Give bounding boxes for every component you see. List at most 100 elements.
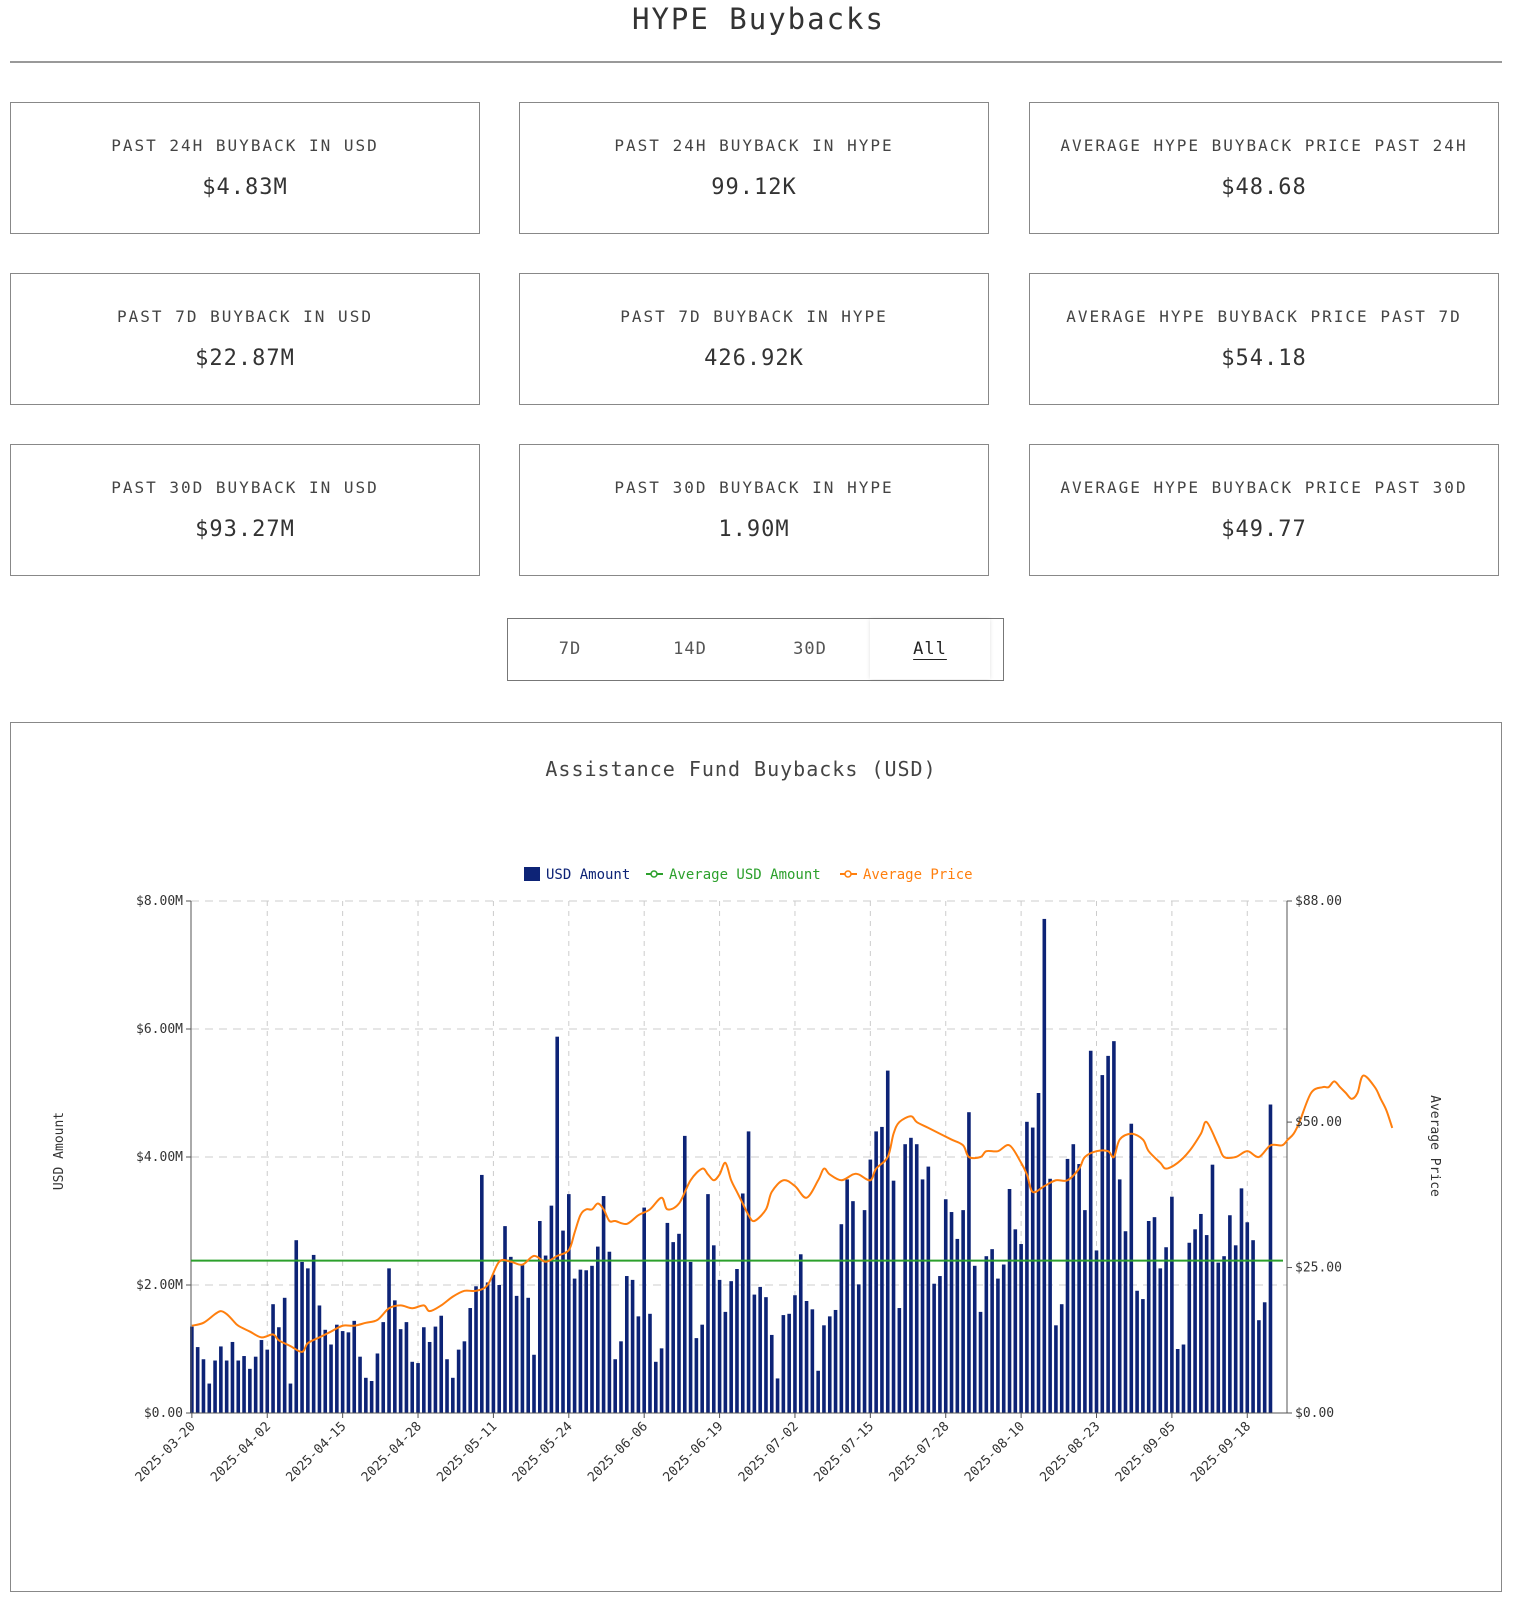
chart-title: Assistance Fund Buybacks (USD) <box>545 757 936 781</box>
usd-amount-bar <box>613 1359 617 1413</box>
usd-amount-bar <box>781 1315 786 1413</box>
stat-card: PAST 30D BUYBACK IN USD $93.27M <box>10 444 480 576</box>
usd-amount-bar <box>932 1283 936 1413</box>
usd-amount-bar <box>903 1144 907 1413</box>
usd-amount-bar <box>311 1254 316 1413</box>
usd-amount-bar <box>601 1196 606 1413</box>
usd-amount-bar <box>1175 1349 1180 1413</box>
usd-amount-bar <box>1030 1127 1035 1413</box>
stat-card: PAST 24H BUYBACK IN HYPE 99.12K <box>519 102 989 234</box>
range-tab-30d[interactable]: 30D <box>750 619 870 679</box>
page-title: HYPE Buybacks <box>632 2 885 36</box>
usd-amount-bar <box>1158 1268 1163 1413</box>
usd-amount-bar <box>845 1179 849 1413</box>
y-tick-label: $4.00M <box>136 1150 183 1165</box>
usd-amount-bar <box>1036 1093 1041 1413</box>
legend-marker-average-price <box>844 870 852 878</box>
usd-amount-bar <box>404 1322 409 1413</box>
usd-amount-bar <box>572 1278 577 1413</box>
usd-amount-bar <box>590 1265 594 1413</box>
usd-amount-bar <box>213 1360 217 1413</box>
usd-amount-bar <box>1129 1123 1134 1413</box>
usd-amount-bar <box>294 1240 299 1413</box>
usd-amount-bar <box>938 1276 942 1413</box>
stat-card: AVERAGE HYPE BUYBACK PRICE PAST 7D $54.18 <box>1029 273 1499 405</box>
usd-amount-bar <box>1152 1217 1157 1413</box>
usd-amount-bar <box>578 1269 583 1413</box>
usd-amount-bar <box>474 1286 478 1413</box>
usd-amount-bar <box>387 1268 391 1413</box>
usd-amount-bar <box>746 1131 751 1413</box>
y2-tick-label: $25.00 <box>1295 1261 1342 1276</box>
usd-amount-bar <box>219 1346 223 1413</box>
usd-amount-bar <box>381 1322 386 1413</box>
usd-amount-bar <box>885 1070 890 1413</box>
usd-amount-bar <box>480 1174 484 1413</box>
usd-amount-bar <box>827 1316 832 1413</box>
usd-amount-bar <box>224 1360 229 1413</box>
usd-amount-bar <box>335 1324 339 1413</box>
usd-amount-bar <box>677 1233 681 1413</box>
usd-amount-bar <box>190 1326 194 1413</box>
legend-marker-average-usd <box>650 870 658 878</box>
usd-amount-bar <box>317 1305 322 1413</box>
x-tick-label: 2025-06-19 <box>660 1419 726 1485</box>
title-divider <box>10 61 1502 63</box>
stat-label: PAST 30D BUYBACK IN HYPE <box>614 478 894 497</box>
x-tick-label: 2025-07-02 <box>736 1419 802 1485</box>
usd-amount-bar <box>253 1356 258 1413</box>
y2-tick-label: $50.00 <box>1295 1115 1342 1130</box>
usd-amount-bar <box>1222 1256 1226 1413</box>
usd-amount-bar <box>659 1348 664 1413</box>
usd-amount-bar <box>671 1242 675 1413</box>
usd-amount-bar <box>636 1316 641 1413</box>
legend-swatch-usd-amount <box>524 867 540 881</box>
usd-amount-bar <box>758 1286 762 1413</box>
stat-card: AVERAGE HYPE BUYBACK PRICE PAST 24H $48.6… <box>1029 102 1499 234</box>
usd-amount-bar <box>427 1341 432 1413</box>
usd-amount-bar <box>1071 1144 1076 1413</box>
range-tab-14d[interactable]: 14D <box>630 619 750 679</box>
usd-amount-bar <box>1164 1247 1168 1413</box>
usd-amount-bar <box>1094 1250 1099 1413</box>
usd-amount-bar <box>1123 1231 1128 1413</box>
usd-amount-bar <box>595 1246 600 1413</box>
usd-amount-bar <box>369 1381 374 1413</box>
usd-amount-bar <box>949 1212 954 1413</box>
usd-amount-bar <box>729 1281 733 1413</box>
usd-amount-bar <box>1181 1344 1186 1413</box>
usd-amount-bar <box>497 1285 502 1413</box>
stat-label: AVERAGE HYPE BUYBACK PRICE PAST 24H <box>1060 136 1468 155</box>
stat-value: 426.92K <box>704 346 804 371</box>
usd-amount-bar <box>584 1270 588 1413</box>
usd-amount-bar <box>1077 1164 1081 1413</box>
usd-amount-bar <box>764 1297 768 1413</box>
y-axis-title: USD Amount <box>52 1112 67 1190</box>
usd-amount-bar <box>862 1210 867 1413</box>
usd-amount-bar <box>1170 1196 1174 1413</box>
usd-amount-bar <box>700 1324 704 1413</box>
usd-amount-bar <box>804 1301 809 1413</box>
usd-amount-bar <box>967 1112 971 1413</box>
usd-amount-bar <box>822 1325 826 1413</box>
stat-label: PAST 7D BUYBACK IN HYPE <box>620 307 888 326</box>
range-tab-label: 30D <box>793 639 827 659</box>
range-tab-all[interactable]: All <box>870 619 990 679</box>
range-tab-7d[interactable]: 7D <box>510 619 630 679</box>
usd-amount-bar <box>694 1338 699 1413</box>
usd-amount-bar <box>630 1279 635 1413</box>
usd-amount-bar <box>787 1313 791 1413</box>
usd-amount-bar <box>549 1205 554 1413</box>
usd-amount-bar <box>491 1274 496 1413</box>
x-tick-label: 2025-05-24 <box>510 1419 576 1485</box>
range-tab-label: 7D <box>558 639 582 659</box>
y2-axis-title: Average Price <box>1427 1095 1442 1197</box>
usd-amount-bar <box>648 1313 652 1413</box>
usd-amount-bar <box>972 1265 977 1413</box>
usd-amount-bar <box>607 1251 612 1413</box>
usd-amount-bar <box>248 1368 252 1413</box>
stat-value: $49.77 <box>1221 517 1307 542</box>
usd-amount-bar <box>236 1360 241 1413</box>
usd-amount-bar <box>909 1137 913 1413</box>
usd-amount-bar <box>914 1144 919 1413</box>
